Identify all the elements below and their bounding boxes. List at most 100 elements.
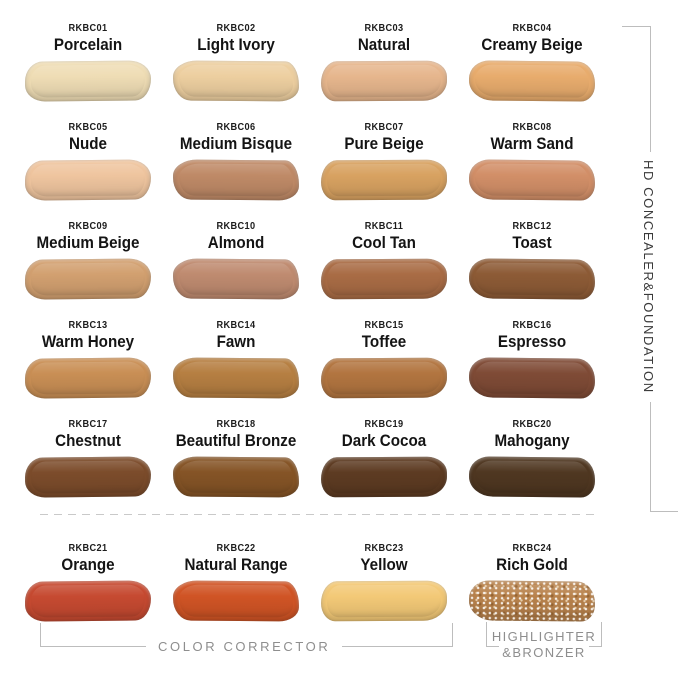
- shade-code: RKBC01: [68, 23, 108, 34]
- shade-name: Yellow: [360, 555, 408, 574]
- shade-cell: RKBC02 Light Ivory: [162, 8, 310, 107]
- highlighter-section-label: HIGHLIGHTER &BRONZER: [486, 629, 602, 660]
- shade-cell: RKBC08 Warm Sand: [458, 107, 606, 206]
- shade-code: RKBC17: [68, 419, 108, 430]
- shade-name: Almond: [207, 233, 265, 252]
- shade-name: Toast: [512, 233, 552, 252]
- foundation-shade-grid: RKBC01 Porcelain RKBC02 Light Ivory RKBC…: [14, 8, 606, 503]
- shade-name: Natural Range: [184, 555, 288, 574]
- shade-code: RKBC04: [512, 23, 552, 34]
- shade-code: RKBC19: [364, 419, 404, 430]
- shade-swatch: [172, 258, 300, 301]
- shade-cell: RKBC13 Warm Honey: [14, 305, 162, 404]
- shade-swatch: [468, 159, 596, 202]
- shade-code: RKBC21: [68, 543, 108, 554]
- shade-swatch: [320, 259, 448, 300]
- shade-name: Medium Beige: [36, 233, 140, 252]
- shade-code: RKBC07: [364, 122, 404, 133]
- shade-name: Dark Cocoa: [341, 431, 427, 450]
- shade-swatch: [468, 357, 596, 400]
- corrector-bracket-left-tick: [40, 623, 41, 647]
- shade-code: RKBC24: [512, 543, 552, 554]
- shade-code: RKBC02: [216, 23, 256, 34]
- shade-cell: RKBC17 Chestnut: [14, 404, 162, 503]
- shade-swatch: [24, 357, 152, 400]
- shade-swatch: [172, 60, 300, 103]
- shade-code: RKBC14: [216, 320, 256, 331]
- shade-name: Fawn: [216, 332, 256, 351]
- corrector-bracket-right-tick: [452, 623, 453, 647]
- shade-cell: RKBC10 Almond: [162, 206, 310, 305]
- shade-swatch: [320, 61, 448, 102]
- shade-cell: RKBC23 Yellow: [310, 528, 458, 628]
- corrector-shade-grid: RKBC21 Orange RKBC22 Natural Range RKBC2…: [14, 528, 606, 628]
- shade-code: RKBC16: [512, 320, 552, 331]
- shade-cell: RKBC16 Espresso: [458, 305, 606, 404]
- shade-swatch: [320, 581, 448, 622]
- shade-swatch: [24, 456, 152, 499]
- shade-name: Warm Sand: [490, 134, 574, 153]
- shade-cell: RKBC21 Orange: [14, 528, 162, 628]
- shade-swatch: [172, 456, 300, 499]
- shade-cell: RKBC18 Beautiful Bronze: [162, 404, 310, 503]
- shade-code: RKBC10: [216, 221, 256, 232]
- shade-swatch: [24, 258, 152, 301]
- shade-cell: RKBC14 Fawn: [162, 305, 310, 404]
- shade-name: Mahogany: [494, 431, 570, 450]
- shade-cell: RKBC05 Nude: [14, 107, 162, 206]
- shade-name: Pure Beige: [344, 134, 424, 153]
- highlighter-bracket-right-vline: [601, 622, 602, 647]
- shade-code: RKBC03: [364, 23, 404, 34]
- shade-cell: RKBC12 Toast: [458, 206, 606, 305]
- highlighter-bracket-left-vline: [486, 622, 487, 647]
- shade-swatch: [24, 580, 152, 623]
- shade-cell: RKBC11 Cool Tan: [310, 206, 458, 305]
- shade-name: Chestnut: [55, 431, 121, 450]
- shade-swatch: [24, 159, 152, 202]
- foundation-bracket-top-tick: [622, 26, 651, 27]
- shade-code: RKBC23: [364, 543, 404, 554]
- shade-name: Warm Honey: [41, 332, 135, 351]
- shade-code: RKBC18: [216, 419, 256, 430]
- shade-cell: RKBC19 Dark Cocoa: [310, 404, 458, 503]
- shade-code: RKBC20: [512, 419, 552, 430]
- shade-code: RKBC09: [68, 221, 108, 232]
- shade-cell: RKBC04 Creamy Beige: [458, 8, 606, 107]
- shade-code: RKBC06: [216, 122, 256, 133]
- shade-name: Nude: [69, 134, 107, 153]
- shade-swatch: [468, 60, 596, 103]
- shade-swatch: [468, 258, 596, 301]
- shade-cell: RKBC15 Toffee: [310, 305, 458, 404]
- shade-name: Medium Bisque: [179, 134, 293, 153]
- shade-name: Rich Gold: [496, 555, 568, 574]
- highlighter-label-line2: &BRONZER: [502, 644, 586, 660]
- shade-name: Creamy Beige: [481, 35, 583, 54]
- shade-cell: RKBC01 Porcelain: [14, 8, 162, 107]
- section-divider: [40, 514, 600, 515]
- shade-swatch: [172, 357, 300, 400]
- shade-cell: RKBC20 Mahogany: [458, 404, 606, 503]
- shade-name: Beautiful Bronze: [175, 431, 297, 450]
- highlighter-bracket-left-tick: [486, 646, 499, 647]
- shade-name: Espresso: [497, 332, 567, 351]
- foundation-section-label: HD CONCEALER&FOUNDATION: [641, 152, 656, 402]
- shade-code: RKBC12: [512, 221, 552, 232]
- shade-swatch: [24, 60, 152, 103]
- shade-swatch: [320, 457, 448, 498]
- shade-name: Orange: [61, 555, 115, 574]
- shade-cell: RKBC03 Natural: [310, 8, 458, 107]
- shade-code: RKBC11: [364, 221, 404, 232]
- shade-swatch: [172, 159, 300, 202]
- shade-name: Cool Tan: [352, 233, 416, 252]
- shade-swatch: [172, 580, 300, 623]
- foundation-bracket-bottom-tick: [650, 511, 678, 512]
- shade-swatch: [320, 358, 448, 399]
- highlighter-bracket-right-tick: [589, 646, 602, 647]
- shade-name: Porcelain: [53, 35, 123, 54]
- shade-code: RKBC05: [68, 122, 108, 133]
- shade-cell: RKBC06 Medium Bisque: [162, 107, 310, 206]
- shade-cell: RKBC07 Pure Beige: [310, 107, 458, 206]
- shade-swatch: [320, 160, 448, 201]
- shade-name: Toffee: [361, 332, 407, 351]
